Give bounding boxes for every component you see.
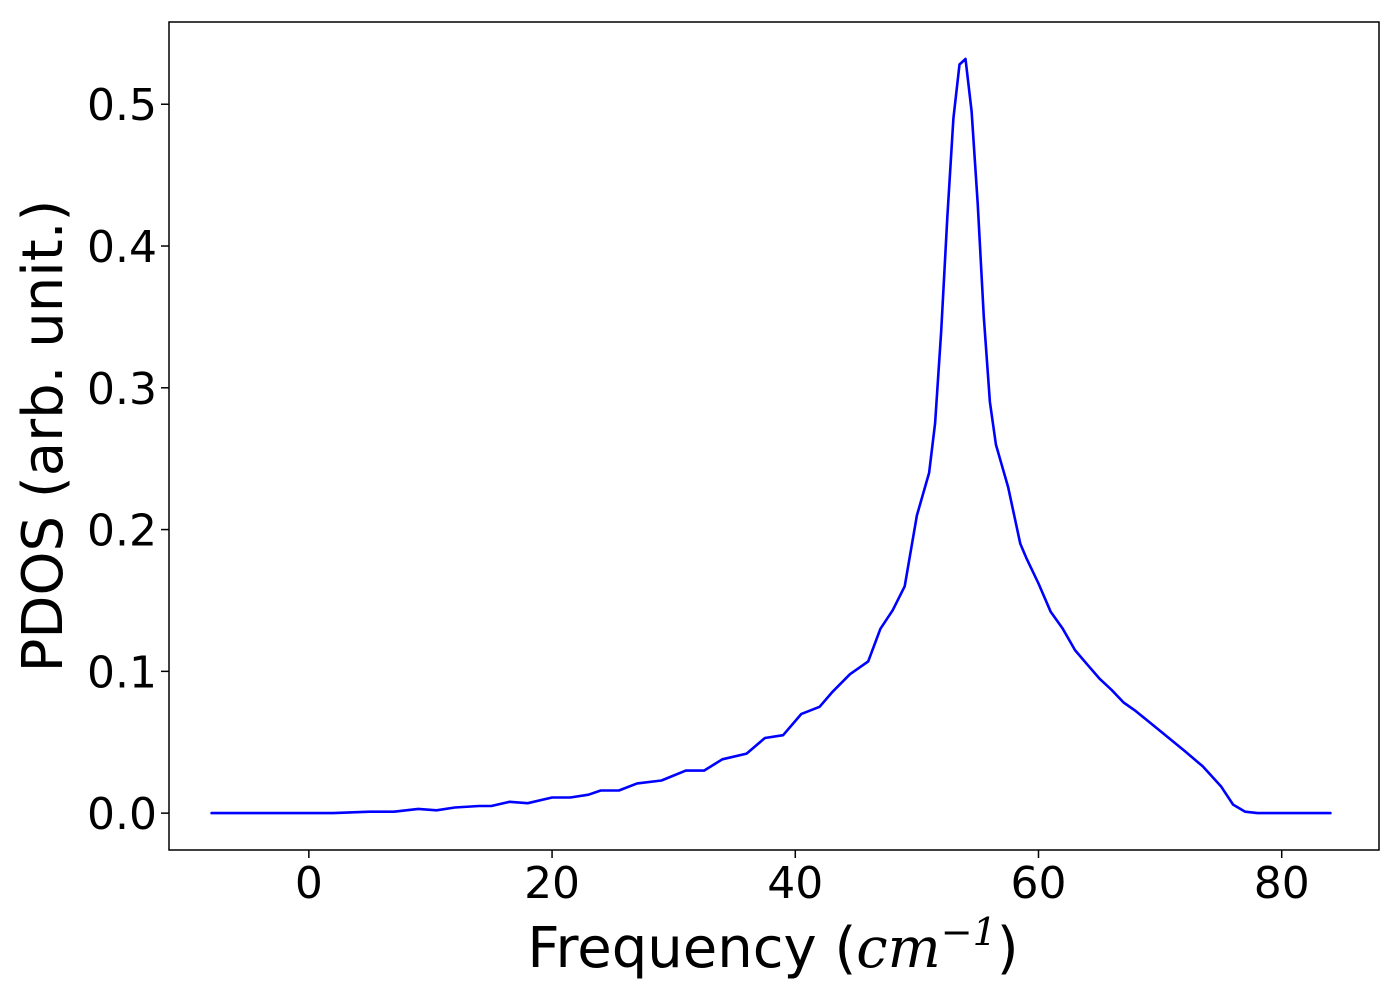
x-tick-label: 60 xyxy=(1010,858,1066,909)
x-tick-label: 80 xyxy=(1254,858,1310,909)
y-axis-label: PDOS (arb. unit.) xyxy=(11,200,76,673)
plot-area xyxy=(210,57,1332,815)
y-tick-label: 0.4 xyxy=(87,222,157,273)
y-tick-label: 0.0 xyxy=(87,789,157,840)
y-tick-label: 0.2 xyxy=(87,506,157,557)
y-axis-ticks: 0.0 0.1 0.2 0.3 0.4 0.5 xyxy=(87,80,169,840)
y-tick-label: 0.1 xyxy=(87,647,157,698)
x-tick-label: 40 xyxy=(767,858,823,909)
x-axis-label: Frequency (cm−1) xyxy=(527,910,1018,981)
x-tick-label: 0 xyxy=(295,858,323,909)
y-tick-label: 0.3 xyxy=(87,364,157,415)
x-axis-ticks: 0 20 40 60 80 xyxy=(295,850,1310,909)
axes-frame xyxy=(168,21,1380,851)
x-tick-label: 20 xyxy=(524,858,580,909)
y-tick-label: 0.5 xyxy=(87,80,157,131)
pdos-series-line xyxy=(210,57,1332,815)
